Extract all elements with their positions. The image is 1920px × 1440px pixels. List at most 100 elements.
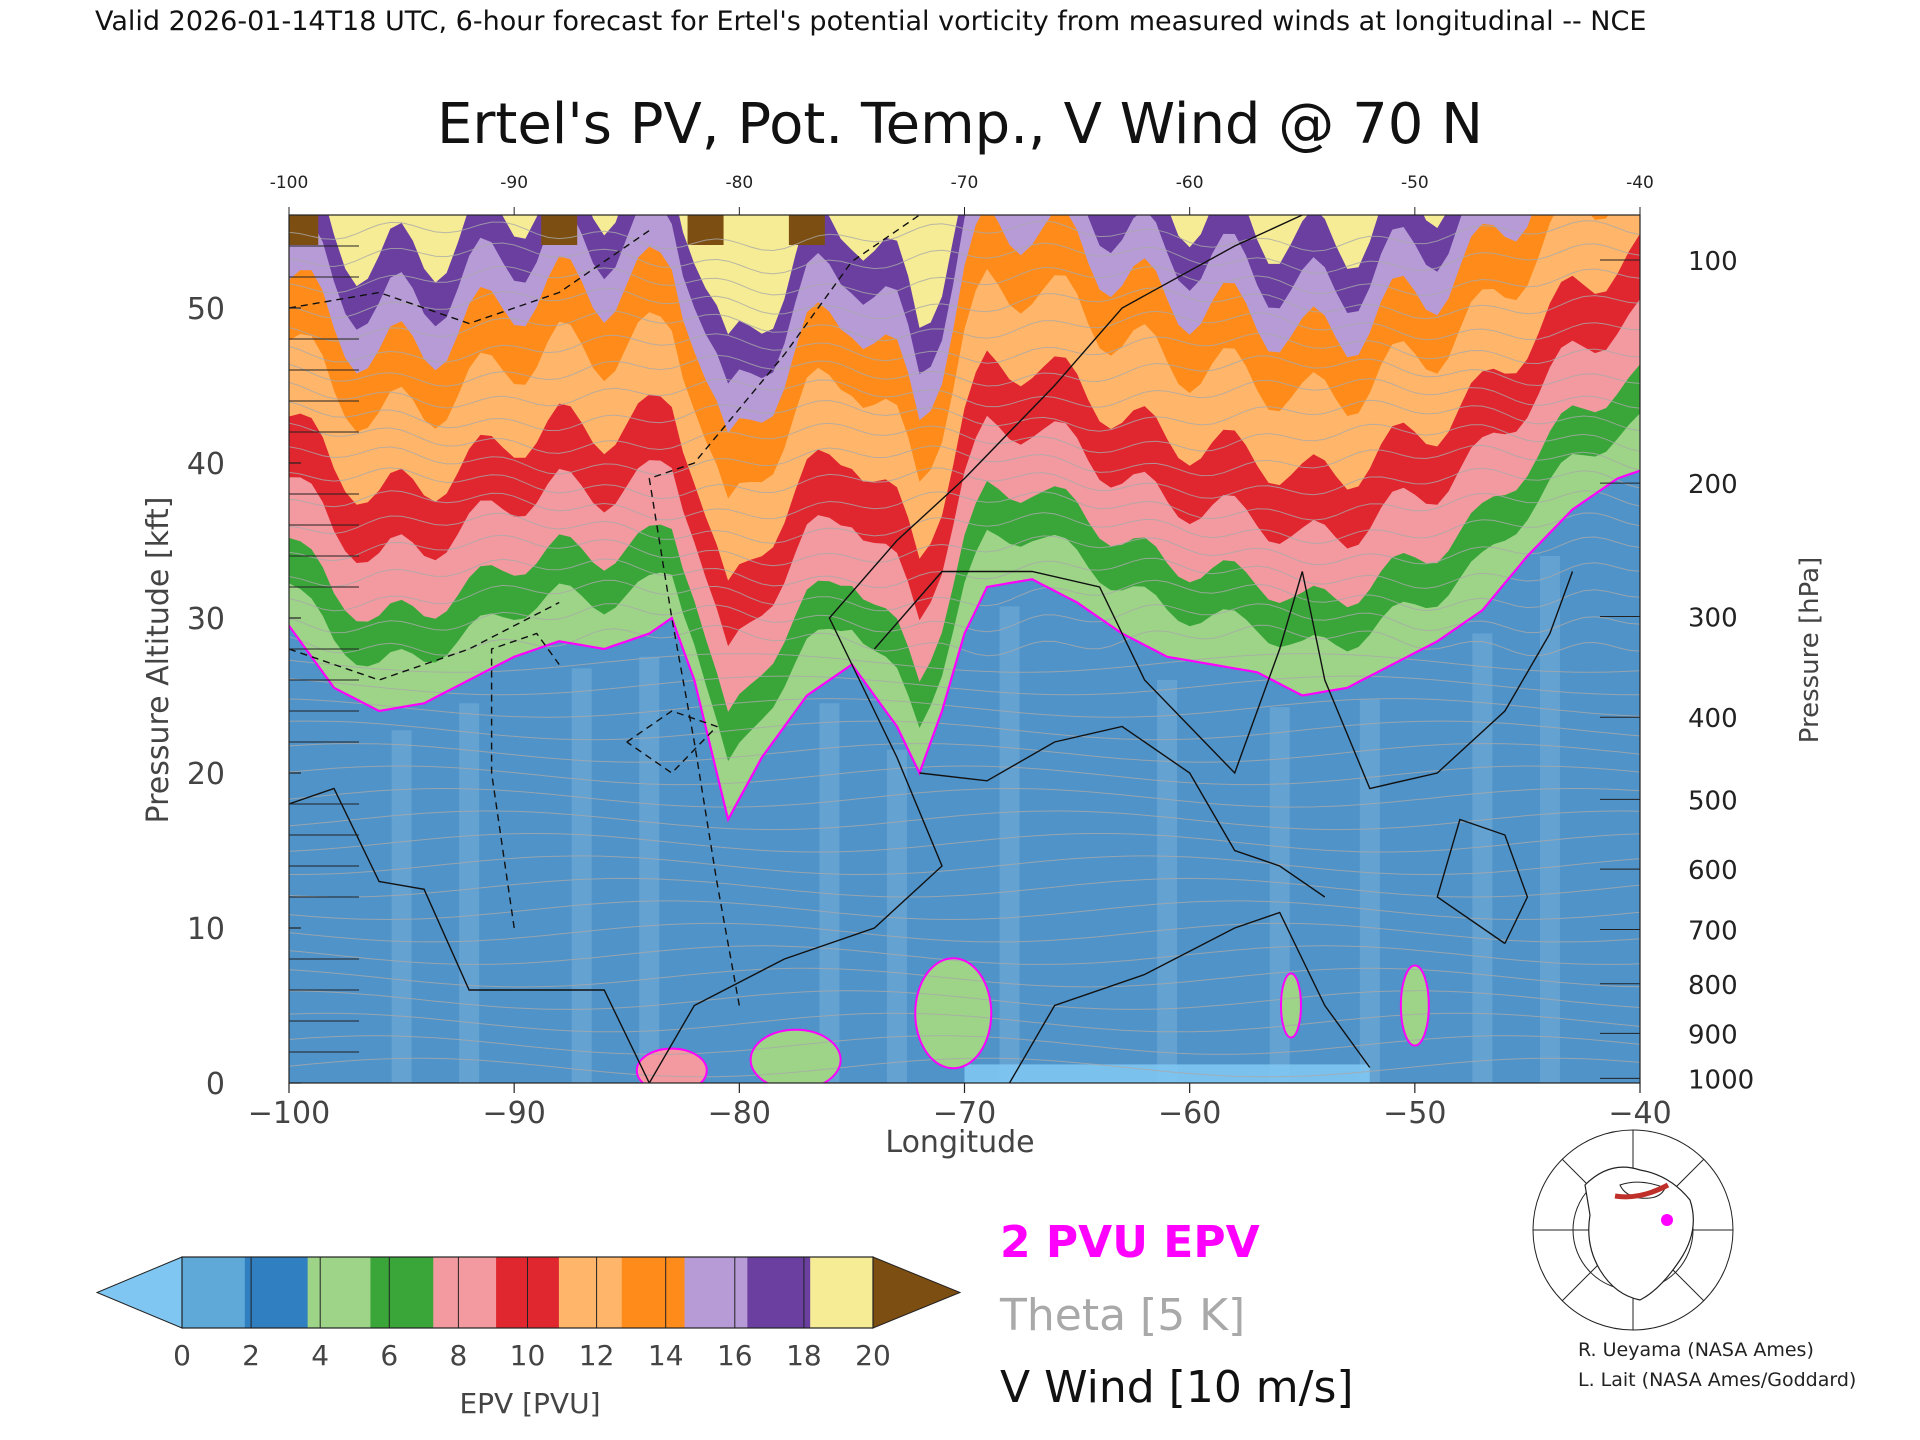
colorbar-over bbox=[872, 1256, 962, 1329]
colorbar-swatch-3 bbox=[370, 1257, 434, 1328]
theta-contours bbox=[289, 220, 1640, 1078]
colorbar-swatch-10 bbox=[810, 1257, 874, 1328]
map-cross-section-path bbox=[1614, 1182, 1670, 1200]
colorbar-swatch-6 bbox=[558, 1257, 623, 1328]
y-tick-label-1: 10 bbox=[187, 912, 225, 947]
theta-line-8 bbox=[289, 877, 1640, 898]
epv-over-patch-3 bbox=[788, 215, 825, 245]
map-location-marker bbox=[1661, 1214, 1673, 1226]
location-map bbox=[1532, 1129, 1734, 1331]
y-tick-label-2: 20 bbox=[187, 757, 225, 792]
map-landmass bbox=[1584, 1166, 1694, 1301]
chart-title: Ertel's PV, Pot. Temp., V Wind @ 70 N bbox=[437, 92, 1483, 157]
x-top-tick-label-0: -100 bbox=[270, 173, 309, 193]
theta-line-13 bbox=[289, 765, 1640, 786]
theta-line-3 bbox=[289, 990, 1640, 1010]
valid-line: Valid 2026-01-14T18 UTC, 6-hour forecast… bbox=[95, 6, 1646, 37]
legend: 2 PVU EPV Theta [5 K] V Wind [10 m/s] bbox=[999, 1217, 1354, 1413]
plot-area bbox=[288, 214, 1641, 1084]
theta-line-20 bbox=[289, 603, 1640, 634]
colorbar-tick-label-3: 6 bbox=[380, 1339, 398, 1372]
theta-line-14 bbox=[289, 743, 1640, 763]
p-tick-label-2: 300 bbox=[1688, 603, 1738, 633]
x-axis-top: -100 -90 -80 -70 -60 -50 -40 bbox=[270, 173, 1654, 215]
theta-line-21 bbox=[289, 579, 1640, 612]
theta-line-22 bbox=[289, 557, 1640, 589]
colorbar-tick-label-2: 4 bbox=[311, 1339, 329, 1372]
vwind-line-10 bbox=[626, 710, 719, 774]
legend-vwind: V Wind [10 m/s] bbox=[1000, 1362, 1354, 1413]
p-tick-label-4: 500 bbox=[1688, 786, 1738, 816]
pv2-blob-4 bbox=[1279, 972, 1302, 1039]
x-axis: −100 −90 −80 −70 −60 −50 −40 bbox=[248, 1083, 1672, 1131]
pv2-blob-2 bbox=[635, 1047, 708, 1083]
theta-line-35 bbox=[289, 265, 1640, 297]
epv-streak-0 bbox=[391, 730, 412, 1083]
theta-line-16 bbox=[289, 698, 1640, 718]
legend-theta: Theta [5 K] bbox=[999, 1290, 1245, 1341]
p-tick-label-1: 200 bbox=[1688, 470, 1738, 500]
colorbar-swatch-1 bbox=[244, 1257, 309, 1328]
p-tick-label-6: 700 bbox=[1688, 917, 1738, 947]
epv-streak-5 bbox=[886, 749, 907, 1083]
vwind-line-8 bbox=[289, 601, 560, 681]
theta-line-12 bbox=[289, 787, 1640, 808]
pv2-blob-0 bbox=[914, 957, 993, 1070]
x-tick-label-6: −40 bbox=[1608, 1096, 1671, 1131]
y-tick-label-3: 30 bbox=[187, 602, 225, 637]
theta-line-19 bbox=[289, 624, 1640, 657]
epv-field bbox=[289, 215, 1640, 1083]
theta-line-18 bbox=[289, 653, 1640, 673]
colorbar-tick-label-4: 8 bbox=[449, 1339, 467, 1372]
p-tick-label-5: 600 bbox=[1688, 856, 1738, 886]
theta-line-28 bbox=[289, 422, 1640, 454]
epv-streak-2 bbox=[571, 668, 592, 1083]
epv-blob-3 bbox=[1400, 965, 1429, 1046]
theta-line-11 bbox=[289, 810, 1640, 831]
x-top-tick-label-2: -80 bbox=[725, 173, 753, 193]
x-top-tick-label-3: -70 bbox=[951, 173, 979, 193]
colorbar-swatch-2 bbox=[307, 1257, 371, 1328]
x-tick-label-2: −80 bbox=[708, 1096, 771, 1131]
theta-line-17 bbox=[289, 675, 1640, 696]
theta-line-9 bbox=[289, 855, 1640, 875]
vwind-line-0 bbox=[289, 787, 650, 1083]
vwind-line-2 bbox=[873, 570, 1574, 790]
theta-line-37 bbox=[289, 220, 1640, 252]
theta-line-6 bbox=[289, 922, 1640, 943]
colorbar-tick-label-1: 2 bbox=[242, 1339, 260, 1372]
epv-blob-4 bbox=[1280, 973, 1301, 1038]
epv-negative-surface bbox=[964, 1064, 1370, 1083]
theta-line-2 bbox=[289, 1012, 1640, 1033]
colorbar-tick-label-7: 14 bbox=[648, 1339, 684, 1372]
vwind-line-7 bbox=[648, 215, 920, 1006]
vwind-line-6 bbox=[490, 632, 560, 929]
pv2-blob-1 bbox=[749, 1028, 842, 1083]
theta-line-27 bbox=[289, 444, 1640, 477]
colorbar-swatch-4 bbox=[433, 1257, 497, 1328]
colorbar-tick-label-8: 16 bbox=[717, 1339, 753, 1372]
vwind-line-5 bbox=[1436, 818, 1529, 945]
vwind-line-1 bbox=[648, 215, 1303, 1083]
epv-streak-3 bbox=[639, 656, 660, 1083]
credit-line-1: R. Ueyama (NASA Ames) bbox=[1578, 1339, 1814, 1361]
colorbar-tick-label-6: 12 bbox=[579, 1339, 615, 1372]
x-tick-label-5: −50 bbox=[1383, 1096, 1446, 1131]
x-axis-label: Longitude bbox=[885, 1125, 1034, 1160]
p-tick-label-7: 800 bbox=[1688, 971, 1738, 1001]
theta-line-15 bbox=[289, 720, 1640, 741]
x-tick-label-0: −100 bbox=[248, 1096, 330, 1131]
pv2-line bbox=[289, 469, 1640, 823]
epv-over-patch-0 bbox=[289, 215, 319, 245]
p-tick-label-8: 900 bbox=[1688, 1020, 1738, 1050]
pv2-blob-3 bbox=[1399, 964, 1430, 1047]
colorbar-swatch-7 bbox=[621, 1257, 686, 1328]
colorbar-tick-label-9: 18 bbox=[786, 1339, 822, 1372]
epv-streak-4 bbox=[819, 703, 840, 1083]
colorbar-label: EPV [PVU] bbox=[459, 1387, 600, 1420]
colorbar-tick-label-0: 0 bbox=[173, 1339, 191, 1372]
theta-line-0 bbox=[289, 1057, 1640, 1078]
theta-line-32 bbox=[289, 332, 1640, 365]
y-axis-right-label: Pressure [hPa] bbox=[1795, 557, 1825, 744]
